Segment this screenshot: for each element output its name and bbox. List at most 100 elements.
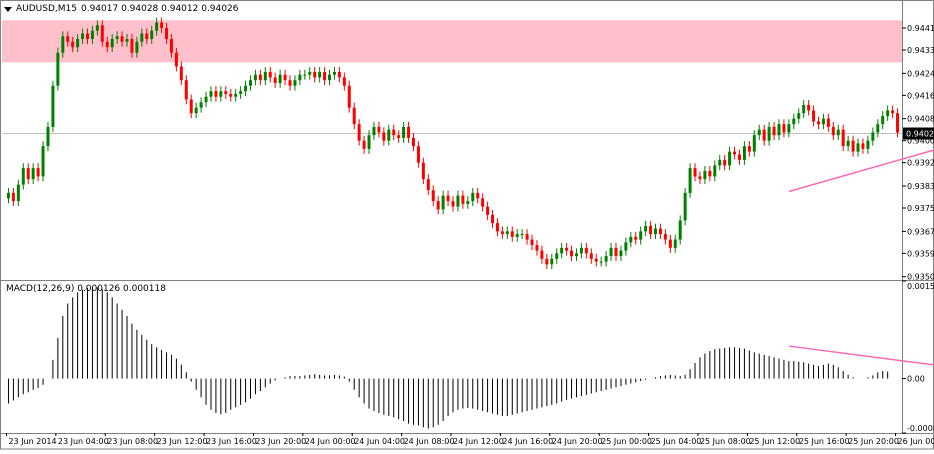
candle-body (747, 146, 751, 152)
candle (436, 196, 440, 215)
candle-body (742, 146, 746, 160)
candle-body (224, 91, 228, 94)
candle (520, 229, 524, 240)
candle (342, 72, 346, 91)
candle-body (777, 124, 781, 136)
candle (560, 242, 564, 259)
time-tick-label: 25 Jun 00:00 (601, 437, 652, 446)
candle (71, 36, 75, 53)
candle (639, 226, 643, 245)
time-tick-label: 24 Jun 04:00 (354, 437, 405, 446)
macd-indicator-label: MACD(12,26,9) 0.000126 0.000118 (6, 284, 166, 294)
candle (708, 165, 712, 182)
candle-body (851, 140, 855, 152)
candle (278, 69, 282, 88)
candle-body (145, 33, 149, 39)
candle (382, 127, 386, 146)
current-price-label: 0.94026 (906, 130, 934, 139)
time-tick-label: 23 Jun 2014 (8, 437, 56, 446)
candle-body (683, 192, 687, 221)
candle (160, 17, 164, 33)
candle (876, 119, 880, 138)
candle-body (688, 168, 692, 193)
candle-body (836, 129, 840, 136)
candle (125, 34, 129, 47)
candle-body (609, 247, 613, 257)
candle-body (525, 234, 529, 240)
price-tick-label: 0.94245 (907, 69, 934, 78)
triangle-down-icon[interactable] (4, 6, 12, 12)
candle-body (179, 66, 183, 81)
candle (505, 226, 509, 240)
candle-body (807, 104, 811, 111)
candle (184, 75, 188, 105)
candle-body (234, 93, 238, 97)
candle (530, 234, 534, 251)
candle (100, 20, 104, 47)
candle-body (560, 247, 564, 254)
price-tick-label: 0.93505 (907, 273, 934, 282)
time-tick-label: 23 Jun 12:00 (157, 437, 208, 446)
candle (244, 80, 248, 97)
candle (110, 34, 114, 53)
candle-body (812, 110, 816, 122)
candle-body (792, 118, 796, 125)
candle-body (387, 129, 391, 141)
candle-body (876, 124, 880, 133)
candle (416, 141, 420, 168)
candle-body (71, 41, 75, 48)
candle (772, 121, 776, 141)
candle (214, 86, 218, 102)
candle-body (189, 99, 193, 114)
candle-body (861, 143, 865, 149)
candle (570, 245, 574, 262)
candle (742, 141, 746, 165)
candle-body (663, 234, 667, 240)
candle-body (555, 253, 559, 259)
candle (688, 163, 692, 198)
candle (6, 187, 10, 204)
price-tick-label: 0.94165 (907, 91, 934, 100)
candle-body (540, 250, 544, 259)
candle-body (693, 168, 697, 177)
price-tick-label: 0.93835 (907, 182, 934, 191)
candle (654, 223, 658, 240)
candle (239, 86, 243, 99)
candle (841, 124, 845, 152)
candle-body (441, 195, 445, 210)
candle (624, 237, 628, 256)
candle (787, 119, 791, 138)
candle (174, 47, 178, 72)
candle-body (194, 107, 198, 114)
candle-body (654, 228, 658, 235)
candle-body (150, 30, 154, 39)
candle-body (762, 129, 766, 141)
candle-body (658, 228, 662, 235)
candle (66, 31, 70, 47)
candle (658, 223, 662, 240)
candle-body (392, 129, 396, 136)
candle (846, 135, 850, 152)
candle (836, 124, 840, 141)
candle (510, 226, 514, 242)
candle (120, 31, 124, 47)
candle-body (495, 223, 499, 232)
candle-body (505, 231, 509, 235)
candle-body (881, 115, 885, 125)
candle-body (866, 140, 870, 149)
candle (747, 141, 751, 157)
candle (298, 69, 302, 86)
candle (668, 234, 672, 253)
candle (46, 121, 50, 152)
candle-body (407, 126, 411, 138)
candle-body (584, 247, 588, 254)
candle-body (673, 239, 677, 248)
candle-body (500, 231, 504, 235)
candle (323, 67, 327, 86)
candle-body (733, 151, 737, 155)
candle (594, 253, 598, 267)
